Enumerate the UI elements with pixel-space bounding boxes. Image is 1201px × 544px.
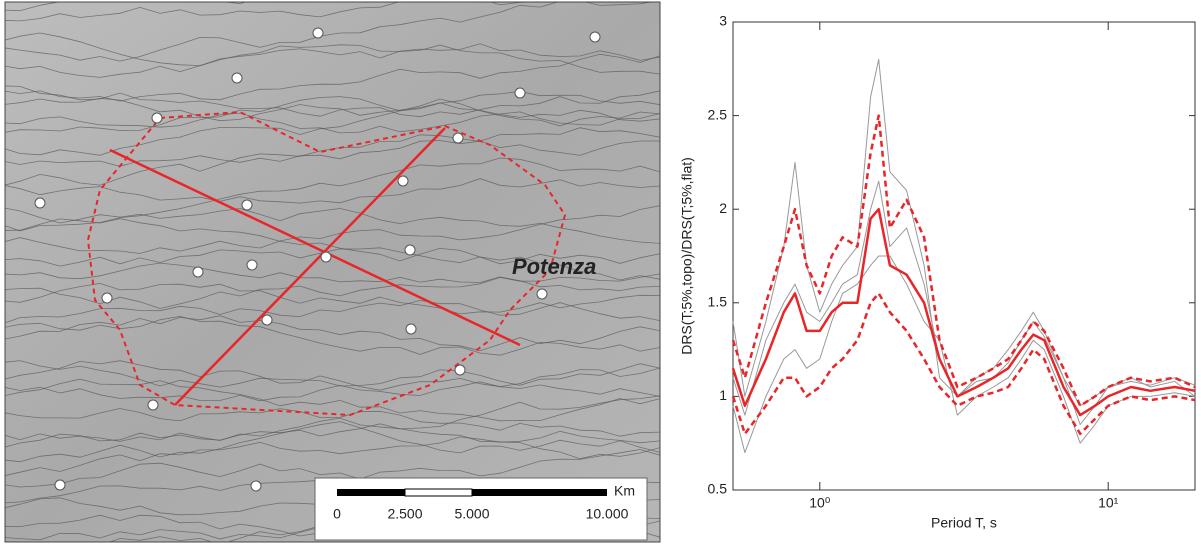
figure: Potenza Km 0 2.500 5.000 10.000 0.5 1 1.5 2… (0, 0, 1201, 544)
scale-label: 2.500 (387, 506, 422, 522)
y-tick-label: 2 (719, 200, 727, 216)
y-tick-label: 3 (719, 13, 727, 29)
scale-segment (337, 489, 405, 496)
scale-label: 0 (333, 506, 341, 522)
x-tick-label: 10¹ (1098, 495, 1119, 511)
plot-frame (733, 22, 1195, 490)
y-tick-label: 2.5 (708, 106, 728, 122)
y-axis-label: DRS(T;5%,topo)/DRS(T;5%,flat) (679, 157, 695, 355)
x-tick-label: 10⁰ (809, 495, 831, 511)
scale-unit: Km (614, 483, 635, 499)
y-tick-label: 1.5 (708, 294, 728, 310)
x-axis-label: Period T, s (931, 515, 997, 531)
chart: 0.5 1 1.5 2 2.5 3 10⁰ 10¹ (708, 13, 1195, 511)
place-label: Potenza (512, 254, 596, 279)
map: Potenza Km 0 2.500 5.000 10.000 (0, 0, 680, 544)
scale-label: 10.000 (586, 506, 629, 522)
y-tick-label: 0.5 (708, 481, 728, 497)
scale-segment (472, 489, 607, 496)
scale-segment (405, 489, 472, 496)
scale-label: 5.000 (454, 506, 489, 522)
y-tick-label: 1 (719, 387, 727, 403)
